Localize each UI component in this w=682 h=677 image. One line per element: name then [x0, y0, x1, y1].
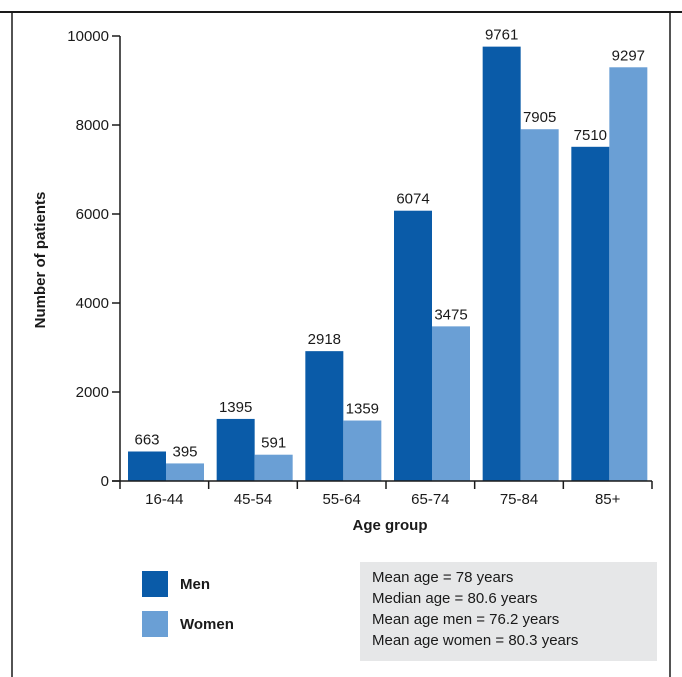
bar-women: [254, 454, 293, 481]
y-ticks-group: 0 2000 4000 6000 8000 10000: [67, 28, 120, 490]
bar-men: [394, 210, 432, 481]
x-tick-label: 16-44: [145, 491, 183, 508]
bar-women: [609, 67, 648, 481]
bar-women: [166, 463, 204, 481]
legend-label-men: Men: [180, 575, 210, 593]
stat-mean-age-men: Mean age men = 76.2 years: [372, 611, 560, 628]
value-label-women: 1359: [346, 401, 379, 418]
y-tick-label: 2000: [76, 384, 109, 401]
x-axis-title: Age group: [353, 517, 428, 534]
x-tick-label: 85+: [595, 491, 621, 508]
legend: Men Women: [142, 566, 234, 646]
y-axis-title: Number of patients: [32, 192, 49, 329]
y-tick-label: 10000: [67, 28, 109, 45]
x-ticks-group: 16-44 45-54 55-64 65-74 75-84 85+: [119, 481, 653, 508]
y-tick-label: 8000: [76, 117, 109, 134]
bar-men: [128, 451, 166, 481]
y-tick-label: 6000: [76, 206, 109, 223]
value-label-men: 9761: [485, 27, 518, 44]
y-tick-label: 0: [101, 473, 109, 490]
legend-swatch-men: [142, 571, 168, 597]
bars-group: [128, 46, 648, 482]
x-tick-label: 75-84: [500, 491, 538, 508]
value-label-men: 6074: [396, 191, 429, 208]
bar-men: [482, 46, 521, 482]
value-label-men: 663: [134, 431, 159, 448]
legend-item-women: Women: [142, 606, 234, 642]
summary-stats-box: Mean age = 78 years Median age = 80.6 ye…: [360, 562, 657, 661]
value-label-women: 9297: [612, 47, 645, 64]
legend-item-men: Men: [142, 566, 234, 602]
bar-women: [432, 326, 470, 481]
value-labels-group: 663 1395 2918 6074 9761 7510 395 591 1359 3475 790…: [134, 27, 645, 461]
bar-men: [571, 146, 610, 481]
legend-swatch-women: [142, 611, 168, 637]
legend-label-women: Women: [180, 615, 234, 633]
stat-median-age: Median age = 80.6 years: [372, 590, 538, 607]
stat-mean-age-women: Mean age women = 80.3 years: [372, 632, 579, 649]
bar-women: [520, 129, 559, 482]
value-label-men: 7510: [574, 127, 607, 144]
x-tick-label: 65-74: [411, 491, 449, 508]
value-label-men: 1395: [219, 399, 252, 416]
value-label-men: 2918: [308, 331, 341, 348]
bar-men: [216, 418, 255, 481]
bar-women: [343, 420, 382, 481]
x-tick-label: 55-64: [322, 491, 360, 508]
stat-mean-age: Mean age = 78 years: [372, 569, 514, 586]
bar-men: [305, 351, 344, 481]
y-tick-label: 4000: [76, 295, 109, 312]
value-label-women: 591: [261, 435, 286, 452]
x-tick-label: 45-54: [234, 491, 272, 508]
value-label-women: 7905: [523, 109, 556, 126]
value-label-women: 395: [172, 443, 197, 460]
value-label-women: 3475: [434, 306, 467, 323]
